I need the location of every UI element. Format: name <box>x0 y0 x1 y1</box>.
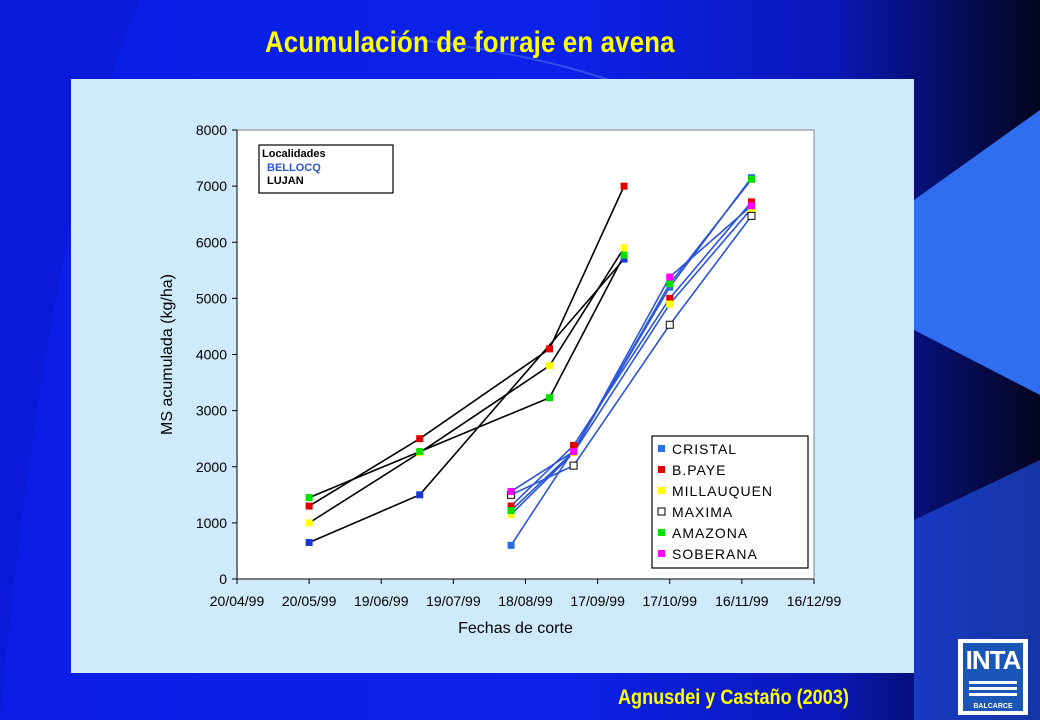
data-point-bpaye <box>416 435 424 443</box>
legend-label-amazona: AMAZONA <box>672 525 748 541</box>
data-point-bpaye <box>570 441 578 449</box>
y-tick-label: 8000 <box>196 122 227 138</box>
series-line-bellocq <box>510 178 753 512</box>
data-point-soberana <box>747 202 755 210</box>
legend-marker-maxima <box>657 507 666 516</box>
x-tick-label: 20/04/99 <box>210 593 265 609</box>
logo-subtitle: BALCARCE <box>973 703 1013 710</box>
data-point-bpaye <box>507 502 515 510</box>
locations-box <box>258 144 394 194</box>
data-point-millauquen <box>620 244 628 252</box>
legend-marker-millauquen <box>658 487 665 494</box>
y-tick-label: 4000 <box>196 347 227 363</box>
series-line-lujan <box>308 254 625 499</box>
data-point-cristal <box>507 541 515 549</box>
chart-panel: 0 1000 2000 3000 4000 5000 6000 7000 8000 20/04/9… <box>71 79 914 673</box>
data-point-millauquen <box>305 519 313 527</box>
data-point-maxima <box>569 461 578 470</box>
data-point-soberana <box>666 273 674 281</box>
logo-text: INTA <box>965 645 1022 675</box>
y-tick-label: 6000 <box>196 234 227 250</box>
data-point-bpaye <box>666 294 674 302</box>
legend-label-soberana: SOBERANA <box>672 546 758 562</box>
data-point-amazona <box>416 448 424 456</box>
series-line-bellocq <box>510 201 753 507</box>
x-axis-label: Fechas de corte <box>458 620 573 637</box>
data-point-cristal <box>620 255 628 263</box>
data-point-bpaye <box>305 502 313 510</box>
data-point-amazona <box>305 494 313 502</box>
x-tick-label: 18/08/99 <box>498 593 553 609</box>
data-point-bpaye <box>747 198 755 206</box>
x-tick-label: 16/12/99 <box>787 593 842 609</box>
legend-label-maxima: MAXIMA <box>672 504 733 520</box>
slide-title: Acumulación de forraje en avena <box>265 26 675 59</box>
data-point-bpaye <box>620 182 628 190</box>
y-tick-label: 0 <box>219 571 227 587</box>
series-line-lujan <box>308 247 625 524</box>
data-point-amazona <box>666 280 674 288</box>
y-axis-label: MS acumulada (kg/ha) <box>159 274 176 435</box>
data-point-bpaye <box>546 345 554 353</box>
data-point-amazona <box>546 394 554 402</box>
x-tick-label: 16/11/99 <box>715 593 769 609</box>
data-point-cristal <box>416 491 424 499</box>
data-point-amazona <box>620 251 628 259</box>
series-line-bellocq <box>510 205 753 493</box>
data-point-maxima <box>747 211 756 220</box>
series-line-bellocq <box>510 208 753 516</box>
legend-marker-soberana <box>658 550 665 557</box>
y-tick-label: 7000 <box>196 178 227 194</box>
locations-entry-bellocq: BELLOCQ <box>267 162 321 174</box>
y-tick-label: 2000 <box>196 459 227 475</box>
series-line-lujan <box>308 185 625 507</box>
legend-marker-amazona <box>658 529 665 536</box>
data-point-millauquen <box>666 300 674 308</box>
legend-box <box>651 435 809 569</box>
y-tick-label: 5000 <box>196 290 227 306</box>
source-citation: Agnusdei y Castaño (2003) <box>618 686 849 709</box>
inta-logo: INTA BALCARCE <box>958 639 1028 715</box>
data-point-millauquen <box>546 362 554 370</box>
data-point-amazona <box>507 507 515 515</box>
x-tick-label: 19/06/99 <box>354 593 409 609</box>
legend-marker-bpaye <box>658 466 665 473</box>
x-tick-label: 19/07/99 <box>426 593 481 609</box>
legend-label-millauquen: MILLAUQUEN <box>672 483 773 499</box>
x-tick-label: 20/05/99 <box>282 593 337 609</box>
legend-label-bpaye: B.PAYE <box>672 462 727 478</box>
data-point-millauquen <box>507 510 515 518</box>
legend-marker-cristal <box>658 445 665 452</box>
locations-box-title: Localidades <box>262 148 326 160</box>
data-point-soberana <box>507 487 515 495</box>
y-tick-label: 3000 <box>196 403 227 419</box>
x-tick-label: 17/10/99 <box>643 593 698 609</box>
y-tick-label: 1000 <box>196 515 227 531</box>
legend-label-cristal: CRISTAL <box>672 441 737 457</box>
data-point-maxima <box>665 320 674 329</box>
data-point-amazona <box>747 175 755 183</box>
data-point-cristal <box>305 539 313 547</box>
x-tick-label: 17/09/99 <box>570 593 625 609</box>
data-point-soberana <box>570 448 578 456</box>
chart: 0 1000 2000 3000 4000 5000 6000 7000 8000 20/04/9… <box>159 122 842 637</box>
locations-entry-lujan: LUJAN <box>267 175 304 187</box>
